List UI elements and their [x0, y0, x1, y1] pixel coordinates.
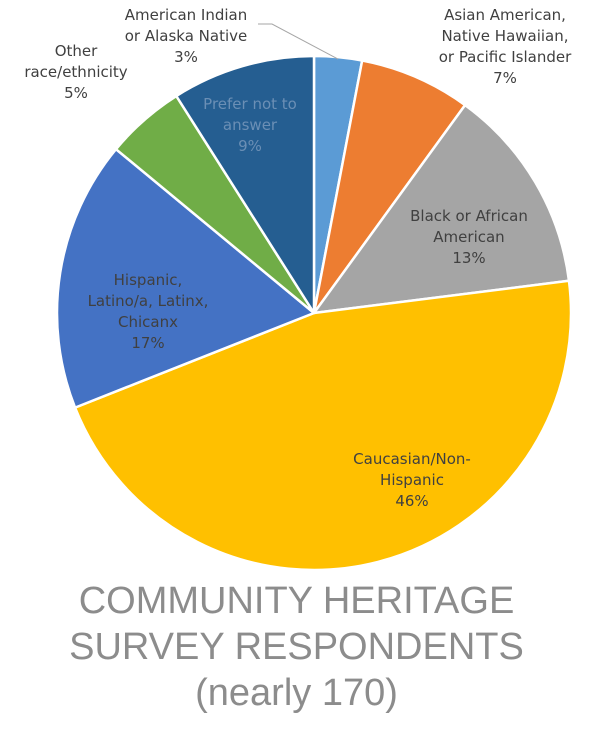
pie-slice	[73, 279, 573, 572]
slice-label: American Indian or Alaska Native 3%	[125, 6, 248, 66]
slice-label-line: Hispanic	[380, 471, 444, 489]
slice-label-line: Prefer not to	[203, 95, 297, 113]
slice-label-line: Caucasian/Non-	[353, 450, 471, 468]
slice-percent: 3%	[174, 48, 198, 66]
slice-percent: 17%	[131, 334, 164, 352]
slice-label-line: Chicanx	[118, 313, 178, 331]
pie-slice	[312, 59, 467, 315]
slice-label-line: or Alaska Native	[125, 27, 248, 45]
pie-chart-svg: American Indian or Alaska Native 3% Asian A…	[24, 6, 573, 572]
slice-label: Hispanic, Latino/a, Latinx, Chicanx 17%	[88, 271, 209, 352]
chart-title-line-2: SURVEY RESPONDENTS	[69, 626, 524, 668]
slice-percent: 5%	[64, 84, 88, 102]
slice-percent: 9%	[238, 137, 262, 155]
slice-label-line: Black or African	[410, 207, 528, 225]
slice-percent: 13%	[452, 249, 485, 267]
slice-label-line: Other	[55, 42, 98, 60]
pie-slice	[312, 103, 571, 315]
slice-label-line: Latino/a, Latinx,	[88, 292, 209, 310]
pie-labels: American Indian or Alaska Native 3% Asian A…	[24, 6, 572, 510]
slice-label-line: race/ethnicity	[24, 63, 127, 81]
slice-percent: 7%	[493, 69, 517, 87]
chart-title-line-1: COMMUNITY HERITAGE	[78, 580, 515, 622]
slice-label: Asian American, Native Hawaiian, or Pacifi…	[439, 6, 572, 87]
slice-label-line: or Pacific Islander	[439, 48, 572, 66]
slice-label-line: American	[433, 228, 504, 246]
slice-label: Prefer not to answer 9%	[203, 95, 297, 155]
pie-slice	[55, 147, 316, 409]
leader-line	[258, 23, 339, 60]
slice-label-line: answer	[223, 116, 278, 134]
slice-label: Caucasian/Non- Hispanic 46%	[353, 450, 471, 510]
chart-title-line-3: (nearly 170)	[195, 672, 398, 714]
slice-label-line: American Indian	[125, 6, 247, 24]
chart-title: COMMUNITY HERITAGE SURVEY RESPONDENTS (n…	[0, 578, 593, 716]
pie-slices	[55, 54, 573, 572]
slice-label-line: Hispanic,	[114, 271, 183, 289]
pie-slice	[175, 54, 316, 315]
slice-label: Other race/ethnicity 5%	[24, 42, 127, 102]
pie-chart: American Indian or Alaska Native 3% Asian A…	[24, 6, 573, 572]
slice-label-line: Asian American,	[444, 6, 566, 24]
slice-percent: 46%	[395, 492, 428, 510]
slice-label-line: Native Hawaiian,	[441, 27, 568, 45]
slice-label: Black or African American 13%	[410, 207, 528, 267]
